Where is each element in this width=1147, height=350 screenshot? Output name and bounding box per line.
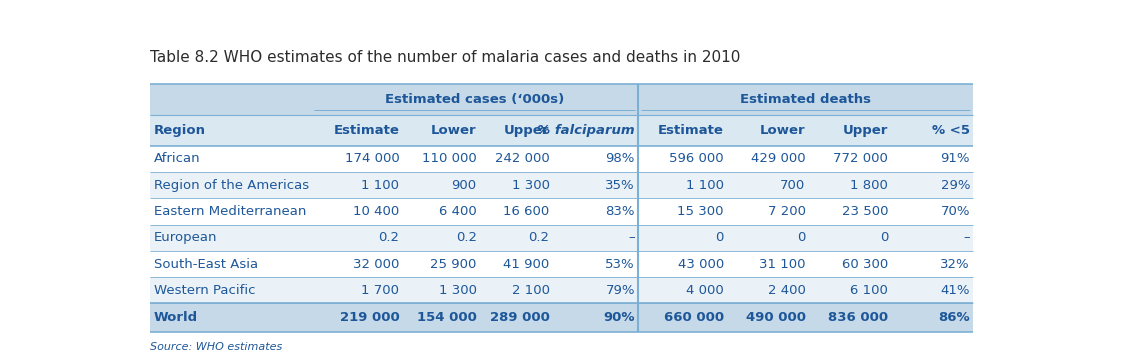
Text: 289 000: 289 000 [490,311,549,324]
Text: 0: 0 [797,231,805,244]
Text: Lower: Lower [760,124,805,137]
Bar [149,198,973,225]
Text: 596 000: 596 000 [669,152,724,166]
Text: 32 000: 32 000 [353,258,399,271]
Text: 31 100: 31 100 [759,258,805,271]
Text: 154 000: 154 000 [416,311,477,324]
Text: 90%: 90% [603,311,635,324]
Text: World: World [154,311,198,324]
Bar [149,84,973,115]
Text: 219 000: 219 000 [340,311,399,324]
Text: Region: Region [154,124,206,137]
Text: 0: 0 [716,231,724,244]
Text: 23 500: 23 500 [842,205,888,218]
Bar [149,251,973,277]
Text: 836 000: 836 000 [828,311,888,324]
Text: 41%: 41% [941,284,970,297]
Bar [149,146,973,172]
Bar [149,172,973,198]
Text: 91%: 91% [941,152,970,166]
Text: 1 700: 1 700 [361,284,399,297]
Bar [149,225,973,251]
Text: African: African [154,152,201,166]
Text: 10 400: 10 400 [353,205,399,218]
Text: Source: WHO estimates: Source: WHO estimates [149,343,282,350]
Text: Lower: Lower [431,124,477,137]
Text: 60 300: 60 300 [842,258,888,271]
Text: 70%: 70% [941,205,970,218]
Text: 32%: 32% [941,258,970,271]
Text: 700: 700 [780,178,805,192]
Text: Estimated cases (‘000s): Estimated cases (‘000s) [385,93,564,106]
Text: 41 900: 41 900 [504,258,549,271]
Text: 98%: 98% [606,152,635,166]
Text: % <5: % <5 [933,124,970,137]
Text: 2 400: 2 400 [767,284,805,297]
Text: 1 300: 1 300 [438,284,477,297]
Text: 429 000: 429 000 [751,152,805,166]
Text: 0.2: 0.2 [455,231,477,244]
Text: 53%: 53% [606,258,635,271]
Text: 2 100: 2 100 [512,284,549,297]
Text: Estimate: Estimate [658,124,724,137]
Text: 25 900: 25 900 [430,258,477,271]
Text: 16 600: 16 600 [504,205,549,218]
Text: 6 400: 6 400 [439,205,477,218]
Text: 86%: 86% [938,311,970,324]
Text: –: – [629,231,635,244]
Text: % falciparum: % falciparum [537,124,635,137]
Text: South-East Asia: South-East Asia [154,258,258,271]
Bar [149,277,973,303]
Text: Eastern Mediterranean: Eastern Mediterranean [154,205,306,218]
Text: 0.2: 0.2 [529,231,549,244]
Text: Estimate: Estimate [334,124,399,137]
Text: 4 000: 4 000 [686,284,724,297]
Text: Table 8.2 WHO estimates of the number of malaria cases and deaths in 2010: Table 8.2 WHO estimates of the number of… [149,50,740,65]
Text: 490 000: 490 000 [746,311,805,324]
Text: 1 300: 1 300 [512,178,549,192]
Text: 660 000: 660 000 [664,311,724,324]
Text: 43 000: 43 000 [678,258,724,271]
Text: Upper: Upper [505,124,549,137]
Text: –: – [963,231,970,244]
Text: 79%: 79% [606,284,635,297]
Text: 83%: 83% [606,205,635,218]
Text: 110 000: 110 000 [422,152,477,166]
Text: 29%: 29% [941,178,970,192]
Text: Region of the Americas: Region of the Americas [154,178,310,192]
Text: 1 100: 1 100 [686,178,724,192]
Text: 35%: 35% [606,178,635,192]
Text: 1 100: 1 100 [361,178,399,192]
Text: Upper: Upper [843,124,888,137]
Bar [149,303,973,332]
Text: Estimated deaths: Estimated deaths [740,93,871,106]
Text: 15 300: 15 300 [678,205,724,218]
Text: European: European [154,231,218,244]
Text: 174 000: 174 000 [344,152,399,166]
Text: 900: 900 [452,178,477,192]
Text: 7 200: 7 200 [767,205,805,218]
Text: 0.2: 0.2 [379,231,399,244]
Text: 0: 0 [880,231,888,244]
Text: 772 000: 772 000 [834,152,888,166]
Text: Western Pacific: Western Pacific [154,284,256,297]
Text: 6 100: 6 100 [850,284,888,297]
Text: 242 000: 242 000 [494,152,549,166]
Bar [149,115,973,146]
Text: 1 800: 1 800 [850,178,888,192]
